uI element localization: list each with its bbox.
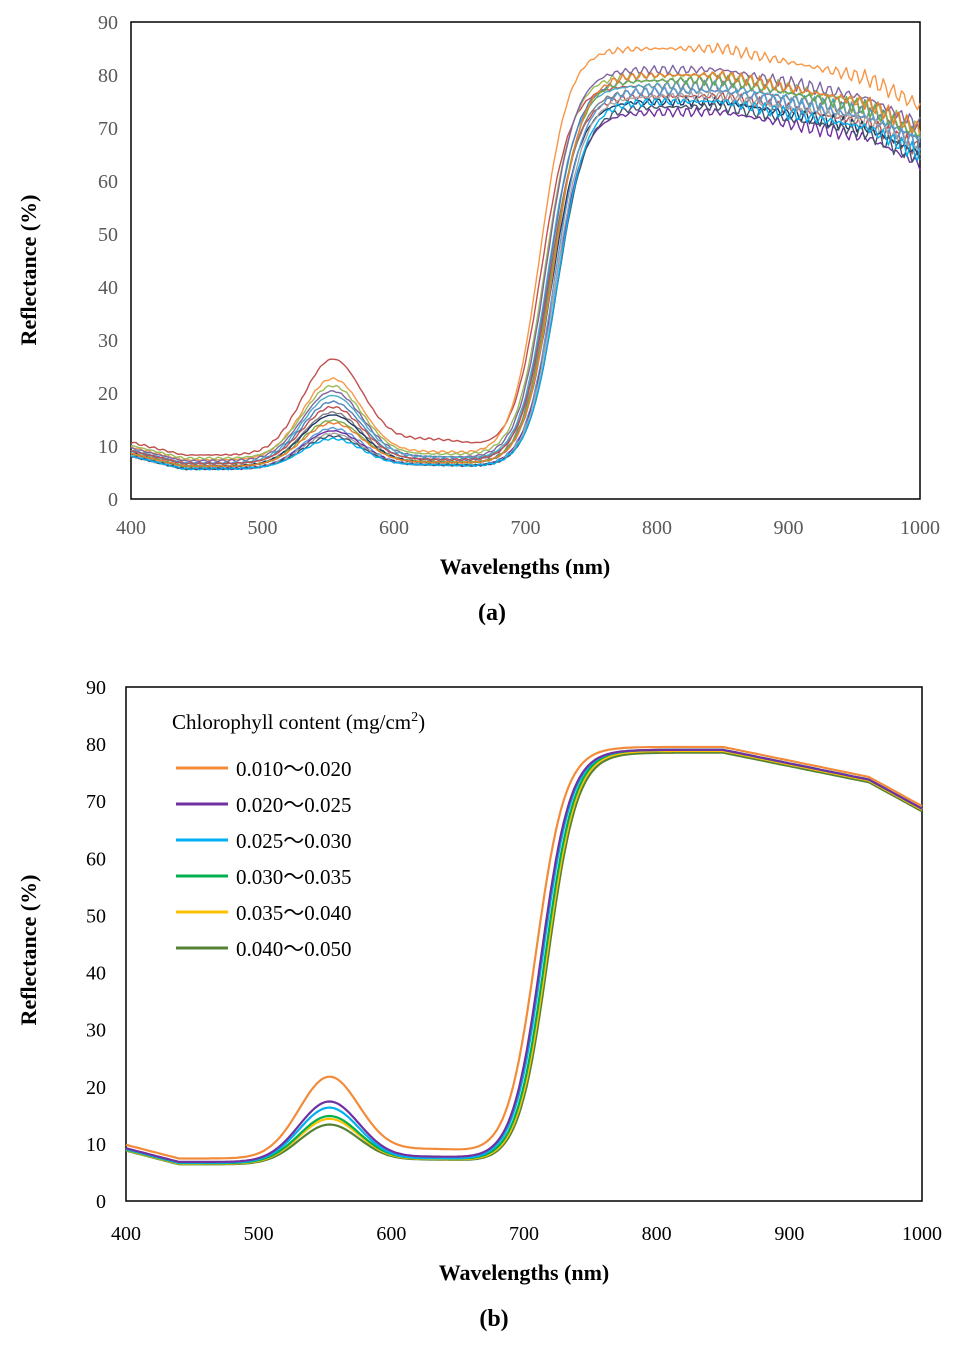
x-tick-label: 600 — [379, 517, 409, 539]
series-line — [130, 74, 921, 468]
legend-title-end: ) — [418, 710, 425, 734]
legend-label: 0.035～0.040 — [236, 901, 352, 925]
legend-title-main: Chlorophyll content (mg/cm — [172, 710, 411, 734]
panel-b-plot-frame — [125, 686, 923, 1202]
x-tick-label: 800 — [642, 517, 672, 539]
legend-entries: 0.010～0.020 0.020～0.025 0.025～0.030 0.030～0… — [176, 757, 352, 961]
y-tick-label: 50 — [98, 224, 118, 246]
x-tick-label: 800 — [642, 1223, 672, 1245]
y-tick-label: 10 — [98, 436, 118, 458]
x-tick-label: 400 — [111, 1223, 141, 1245]
panel-b-yticks: 0 10 20 30 40 50 60 70 80 90 — [86, 677, 106, 1213]
y-tick-label: 70 — [86, 791, 106, 813]
x-tick-label: 900 — [774, 517, 804, 539]
x-tick-label: 1000 — [900, 517, 940, 539]
y-tick-label: 60 — [98, 171, 118, 193]
series-line — [130, 42, 921, 462]
legend-title: Chlorophyll content (mg/cm2) — [172, 710, 425, 734]
series-line — [125, 748, 923, 1163]
y-tick-label: 70 — [98, 118, 118, 140]
x-tick-label: 900 — [774, 1223, 804, 1245]
legend-label: 0.040～0.050 — [236, 937, 352, 961]
y-tick-label: 60 — [86, 848, 106, 870]
legend-label: 0.010～0.020 — [236, 757, 352, 781]
y-tick-label: 80 — [98, 65, 118, 87]
y-tick-label: 90 — [86, 677, 106, 699]
series-line — [130, 69, 921, 468]
x-tick-label: 500 — [244, 1223, 274, 1245]
legend-title-sup: 2 — [411, 710, 418, 725]
panel-b: 0 10 20 30 40 50 60 70 80 90 400 500 600 700 800 900 10… — [16, 677, 942, 1332]
panel-a-lines — [130, 42, 921, 471]
legend-label: 0.020～0.025 — [236, 793, 352, 817]
x-tick-label: 500 — [248, 517, 278, 539]
legend-label: 0.025～0.030 — [236, 829, 352, 853]
y-tick-label: 20 — [86, 1077, 106, 1099]
panel-b-xlabel: Wavelengths (nm) — [439, 1260, 610, 1285]
panel-b-lines — [125, 745, 923, 1166]
series-line — [130, 91, 921, 466]
y-tick-label: 80 — [86, 734, 106, 756]
panel-b-label: (b) — [479, 1306, 508, 1332]
x-tick-label: 700 — [511, 517, 541, 539]
x-tick-label: 600 — [376, 1223, 406, 1245]
y-tick-label: 0 — [96, 1191, 106, 1213]
panel-a-xlabel: Wavelengths (nm) — [440, 554, 611, 579]
series-line — [130, 64, 921, 463]
y-tick-label: 20 — [98, 383, 118, 405]
y-tick-label: 0 — [108, 489, 118, 511]
y-tick-label: 40 — [98, 277, 118, 299]
panel-a-xticks: 400 500 600 700 800 900 1000 — [116, 517, 940, 539]
legend-label: 0.030～0.035 — [236, 865, 352, 889]
series-line — [125, 745, 923, 1160]
panel-a-ylabel: Reflectance (%) — [16, 195, 41, 346]
y-tick-label: 50 — [86, 905, 106, 927]
series-line — [130, 97, 921, 471]
panel-b-xticks: 400 500 600 700 800 900 1000 — [111, 1223, 942, 1245]
panel-a-plot-frame — [130, 21, 921, 500]
panel-a: 0 10 20 30 40 50 60 70 80 90 400 500 600 700 800 900 10… — [16, 12, 940, 626]
panel-a-label: (a) — [478, 600, 506, 626]
series-line — [130, 80, 921, 465]
legend: Chlorophyll content (mg/cm2) 0.010～0.020… — [172, 710, 425, 961]
series-line — [130, 71, 921, 460]
panel-b-ylabel: Reflectance (%) — [16, 875, 41, 1026]
y-tick-label: 10 — [86, 1134, 106, 1156]
y-tick-label: 30 — [86, 1020, 106, 1042]
x-tick-label: 700 — [509, 1223, 539, 1245]
x-tick-label: 400 — [116, 517, 146, 539]
y-tick-label: 30 — [98, 330, 118, 352]
y-tick-label: 40 — [86, 963, 106, 985]
x-tick-label: 1000 — [902, 1223, 942, 1245]
y-tick-label: 90 — [98, 12, 118, 34]
panel-a-yticks: 0 10 20 30 40 50 60 70 80 90 — [98, 12, 118, 511]
